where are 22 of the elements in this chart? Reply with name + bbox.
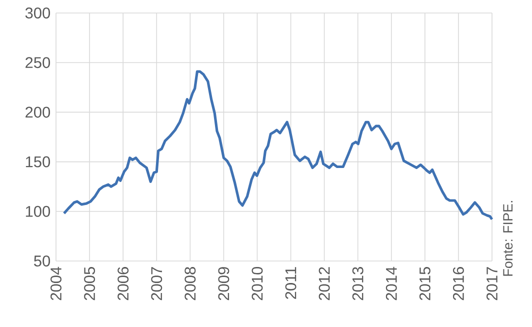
x-tick-label: 2012 <box>318 267 330 300</box>
x-tick-label: 2005 <box>84 267 96 300</box>
x-tick-label: 2010 <box>252 266 263 300</box>
x-tick-label: 2016 <box>452 267 464 300</box>
y-tick-label: 200 <box>26 106 50 118</box>
x-tick-label: 2017 <box>486 267 498 300</box>
y-tick-label: 100 <box>26 206 50 217</box>
x-tick-label: 2015 <box>419 267 430 300</box>
x-tick-label: 2013 <box>352 267 364 300</box>
x-tick-label: 2014 <box>386 266 397 300</box>
y-tick-label: 250 <box>26 57 50 68</box>
y-tick-label: 150 <box>26 156 50 168</box>
x-tick-label: 2006 <box>118 267 129 300</box>
source-note: Fonte: FIPE. <box>503 201 513 276</box>
line-series <box>62 70 494 221</box>
x-tick-label: 2007 <box>151 267 162 300</box>
x-tick-label: 2009 <box>218 267 230 300</box>
x-tick-label: 2004 <box>50 266 62 300</box>
y-tick-label: 50 <box>34 256 50 266</box>
x-tick-label: 2008 <box>184 267 196 300</box>
x-tick-label: 2011 <box>285 267 296 299</box>
y-tick-label: 300 <box>25 8 50 18</box>
